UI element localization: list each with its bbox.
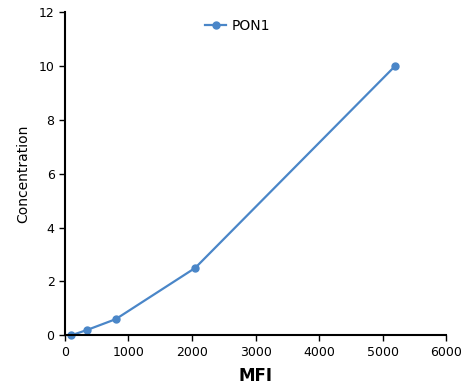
- PON1: [192, 266, 198, 270]
- PON1: [113, 317, 119, 321]
- PON1: [393, 64, 398, 68]
- Line: PON1: PON1: [68, 62, 399, 339]
- Legend: PON1: PON1: [205, 19, 270, 33]
- X-axis label: MFI: MFI: [239, 367, 272, 385]
- Y-axis label: Concentration: Concentration: [16, 124, 30, 223]
- PON1: [68, 333, 74, 338]
- PON1: [84, 328, 90, 332]
